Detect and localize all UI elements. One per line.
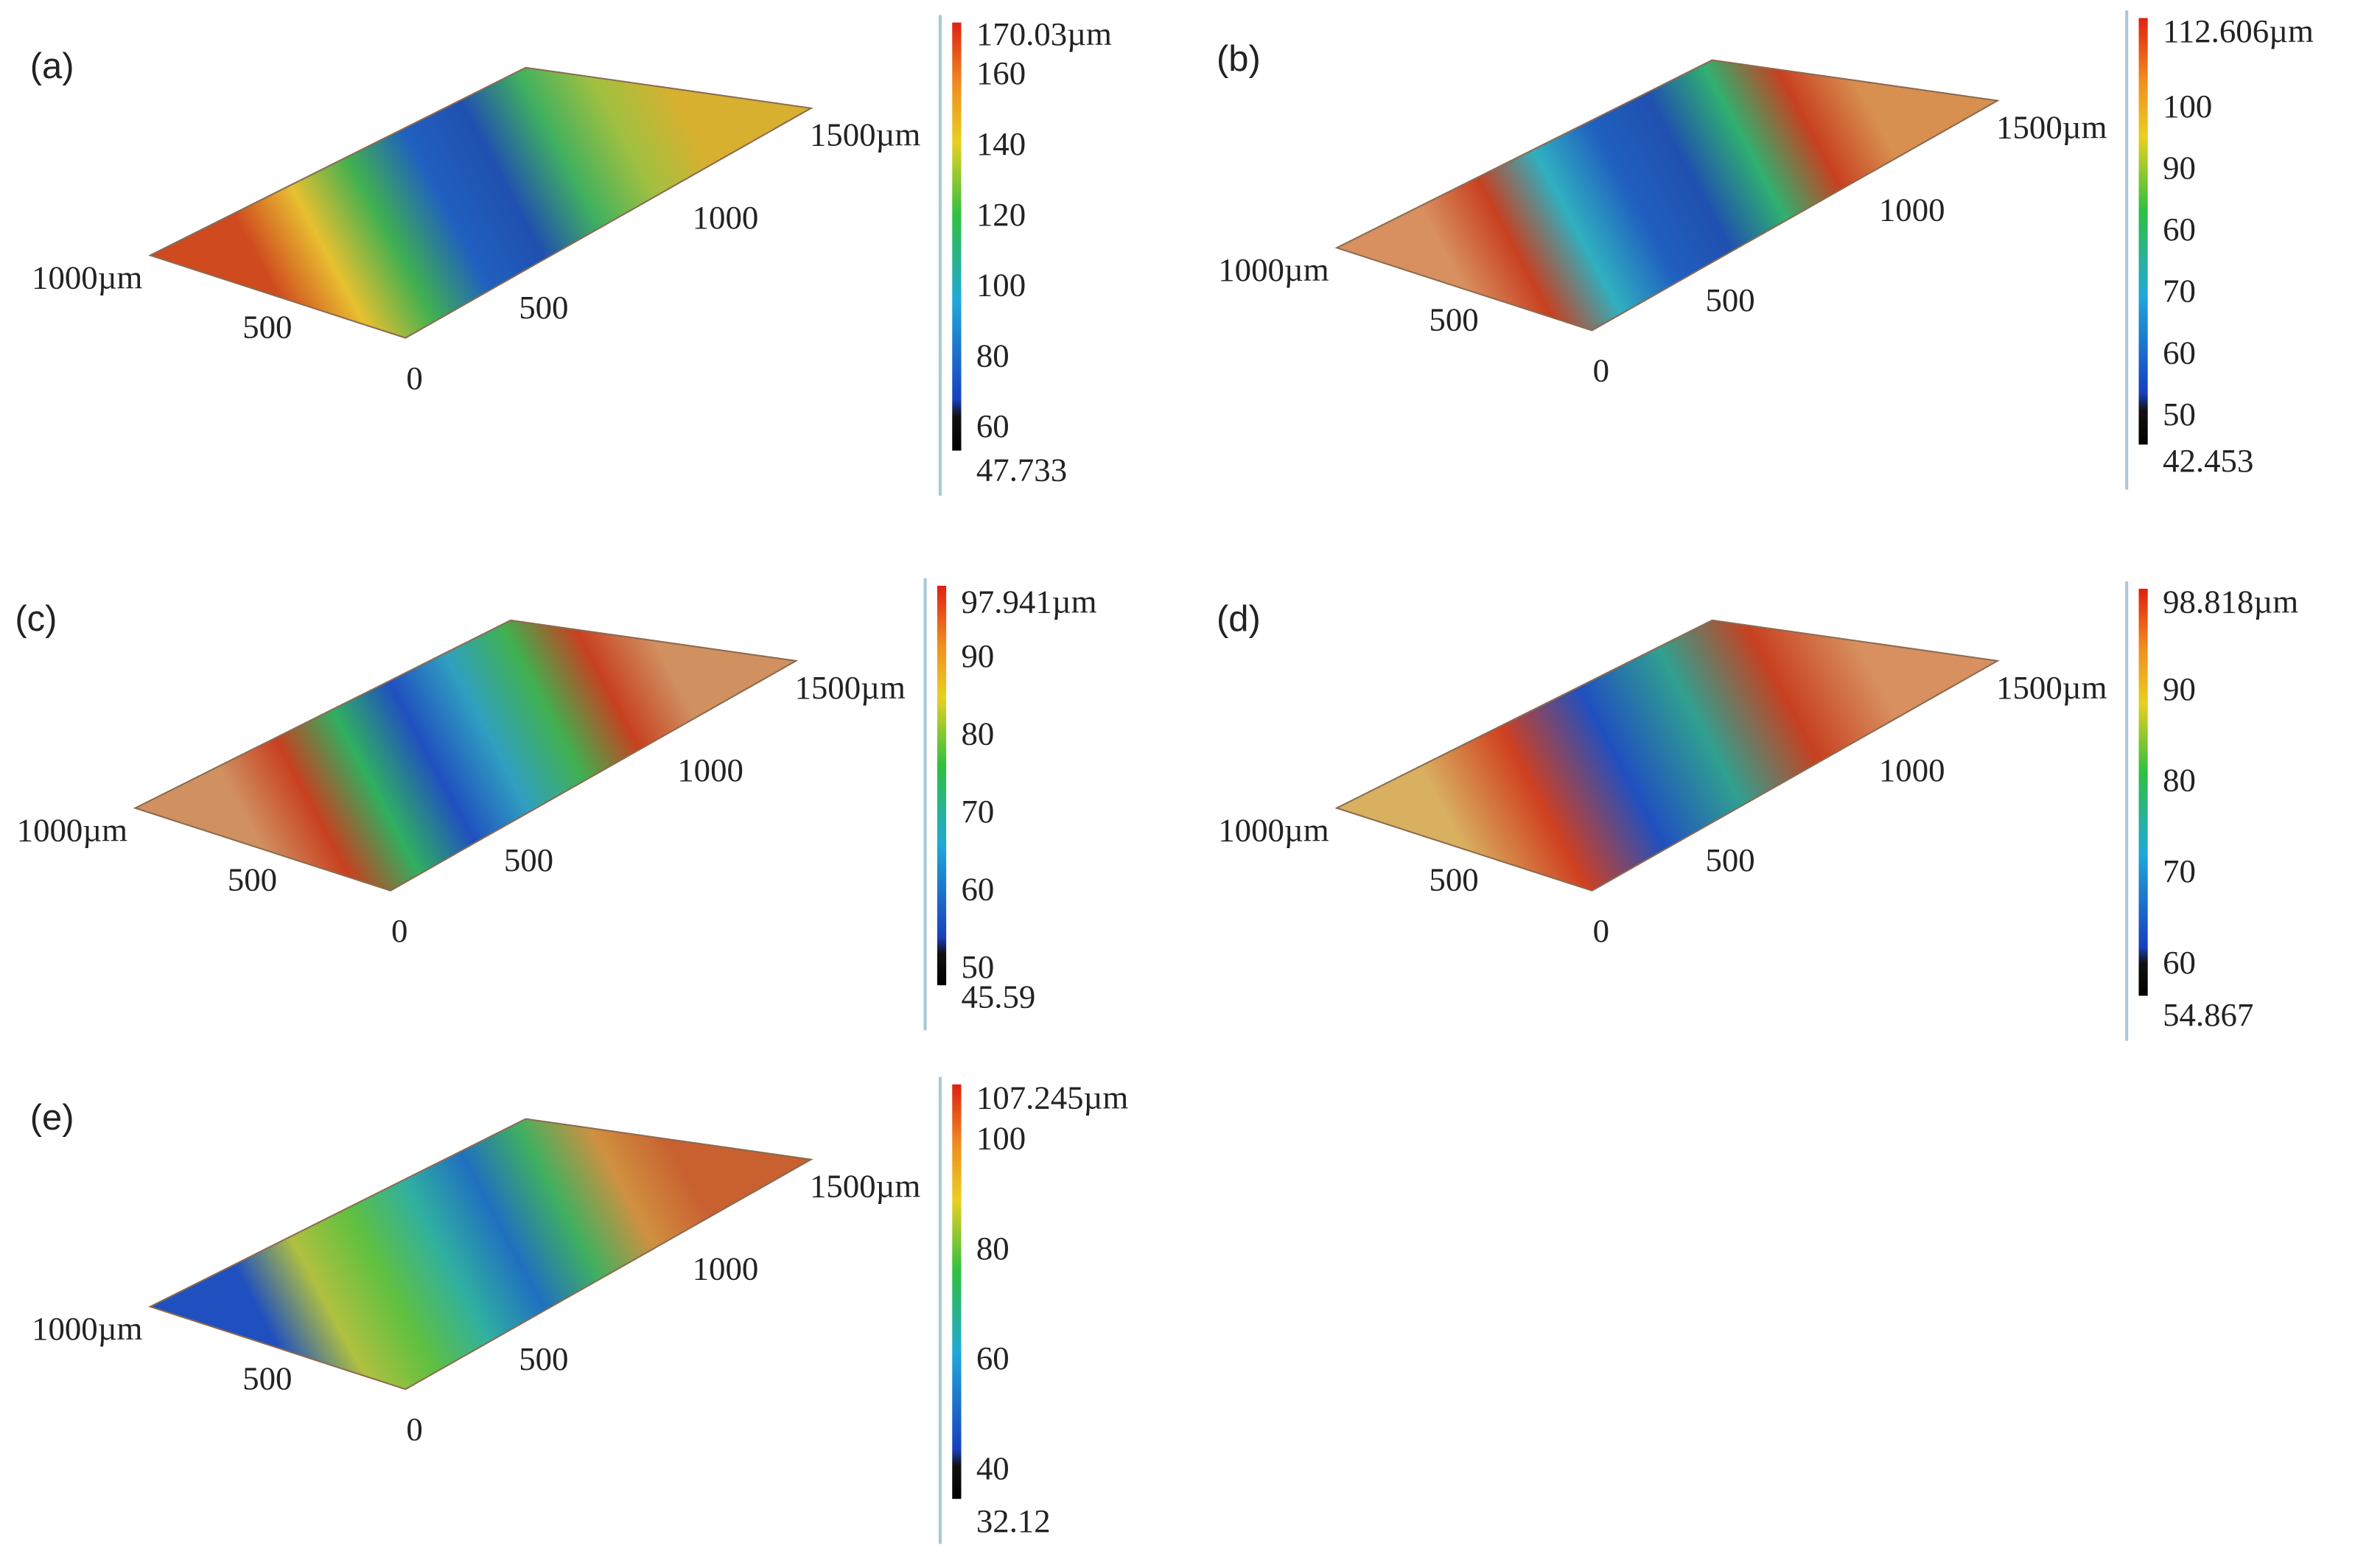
axis-label: 1000 [693,1250,759,1287]
colorbar-max: 107.245µm [976,1079,1129,1116]
colorbar-tick-label: 70 [2163,273,2196,309]
colorbar-tick-label: 90 [961,637,994,674]
axis-label: 0 [406,360,422,396]
colorbar-scale [2138,589,2148,996]
surface [1334,59,2000,332]
colorbar: 112.606µm 42.453 100 90 60 70 60 50 [2125,10,2314,490]
colorbar-tick-label: 70 [961,793,994,830]
panel: (a) 1000µm 500 0 500 1000 1500µm [30,46,921,396]
colorbar-scale [937,585,947,986]
axis-label: 500 [519,289,568,326]
surface [148,66,813,339]
colorbar-scale [2138,18,2148,445]
colorbar-tick-label: 60 [976,1340,1009,1376]
colorbar: 97.941µm 45.59 90 80 70 60 50 [923,578,1097,1031]
colorbar-min: 45.59 [961,979,1035,1015]
panel-label: (e) [30,1098,74,1138]
surface [133,619,799,892]
panel: (c) 1000µm 500 0 500 1000 1500µm [15,599,906,949]
colorbar: 170.03µm 47.733 160 140 120 100 80 60 [938,15,1112,496]
axis-label: 500 [242,1359,292,1396]
axis-label: 1000 [677,752,743,788]
axis-label: 1000µm [32,1310,142,1347]
colorbar-tick-label: 80 [961,715,994,752]
colorbar-tick-label: 100 [976,1119,1026,1156]
colorbar-min: 32.12 [976,1502,1051,1539]
colorbar-tick-label: 90 [2163,671,2196,707]
axis-label: 1000µm [32,259,142,295]
colorbar-tick-label: 60 [976,407,1009,444]
colorbar-tick-label: 100 [2163,88,2212,125]
axis-label: 1000µm [1218,811,1329,848]
axis-label: 0 [406,1411,422,1448]
panel: (e) 1000µm 500 0 500 1000 1500µm [30,1098,921,1448]
axis-label: 1500µm [810,116,920,153]
panel: (b) 1000µm 500 0 500 1000 1500µm [1217,39,2107,389]
colorbar-tick-label: 50 [961,948,994,985]
colorbar-tick-label: 160 [976,55,1026,91]
colorbar-max: 97.941µm [961,584,1096,620]
axis-label: 1000 [1879,752,1945,788]
axis-label: 500 [504,841,553,878]
colorbar-scale [952,1084,962,1499]
colorbar-min: 47.733 [976,451,1067,488]
axis-label: 1500µm [794,669,905,706]
axis-label: 500 [1429,301,1478,337]
panel-label: (d) [1217,599,1261,639]
colorbar-tick-label: 60 [2163,944,2196,981]
colorbar-tick-label: 80 [976,337,1009,374]
colorbar-min: 54.867 [2163,996,2253,1033]
axis-label: 500 [242,309,292,346]
axis-label: 500 [228,861,277,898]
panel-label: (c) [15,599,57,639]
colorbar-tick-label: 50 [2163,396,2196,433]
colorbar-max: 98.818µm [2163,584,2298,620]
axis-label: 1000 [1879,192,1945,228]
colorbar-min: 42.453 [2163,442,2253,479]
panel-label: (a) [30,46,74,86]
colorbar-tick-label: 80 [2163,762,2196,799]
axis-label: 0 [1593,352,1609,389]
axis-label: 1500µm [1996,669,2107,706]
colorbar-max: 170.03µm [976,15,1112,52]
axis-label: 500 [1429,861,1478,898]
axis-label: 1500µm [810,1168,920,1205]
colorbar-tick-label: 70 [2163,853,2196,889]
surface [148,1118,813,1390]
axis-label: 1000 [693,199,759,236]
axis-label: 500 [1705,841,1754,878]
colorbar-tick-label: 60 [2163,211,2196,248]
colorbar-tick-label: 60 [961,870,994,907]
axis-label: 500 [1705,281,1754,318]
colorbar-scale [952,22,962,451]
axis-label: 1000µm [17,811,127,848]
colorbar-tick-label: 100 [976,267,1026,304]
colorbar-tick-label: 60 [2163,334,2196,371]
colorbar-tick-label: 80 [976,1230,1009,1267]
colorbar-tick-label: 120 [976,196,1026,233]
colorbar: 98.818µm 54.867 90 80 70 60 [2125,581,2298,1041]
colorbar-max: 112.606µm [2163,13,2314,49]
colorbar-tick-label: 40 [976,1450,1009,1487]
axis-label: 1500µm [1996,109,2107,146]
colorbar-tick-label: 140 [976,125,1026,162]
surface [1334,619,2000,892]
colorbar: 107.245µm 32.12 100 80 60 40 [938,1077,1129,1544]
axis-label: 500 [519,1340,568,1377]
panel-label: (b) [1217,39,1261,79]
axis-label: 0 [391,912,407,949]
axis-label: 0 [1593,912,1609,949]
panel: (d) 1000µm 500 0 500 1000 1500µm [1217,599,2107,949]
colorbar-tick-label: 90 [2163,150,2196,186]
axis-label: 1000µm [1218,251,1329,288]
